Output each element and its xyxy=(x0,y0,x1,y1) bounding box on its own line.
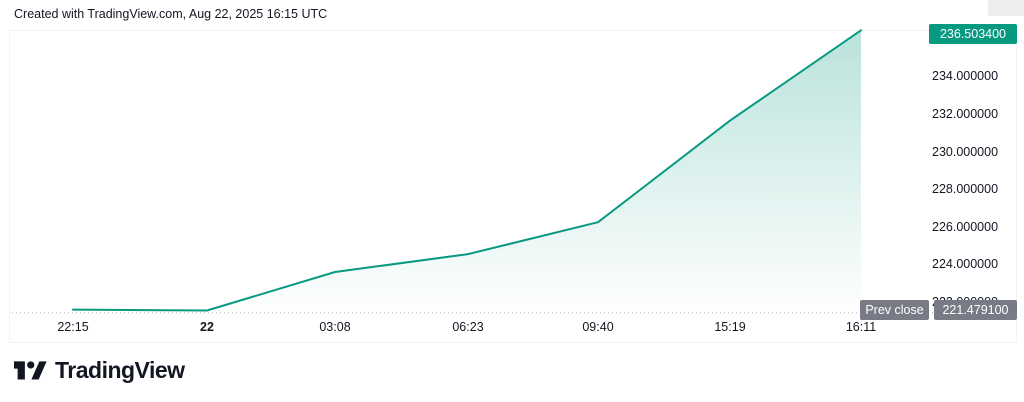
attribution-text: Created with TradingView.com, Aug 22, 20… xyxy=(14,7,328,21)
tradingview-logo-link[interactable]: TradingView xyxy=(14,357,185,384)
prev-close-value-badge: 221.479100 xyxy=(934,299,1017,320)
time-tick-label: 22 xyxy=(200,320,214,334)
price-tick-label: 232.000000 xyxy=(932,107,999,121)
line-series xyxy=(72,29,862,312)
price-tick-label: 224.000000 xyxy=(932,257,999,272)
price-tick-label: 226.000000 xyxy=(932,219,999,234)
price-axis[interactable]: 234.000000 232.000000 230.000000 228.000000… xyxy=(925,30,1020,343)
last-price-badge: 236.503400 xyxy=(929,24,1017,45)
time-tick-label: 03:08 xyxy=(319,320,351,334)
time-tick-label: 15:19 xyxy=(714,320,746,334)
time-tick-label: 06:23 xyxy=(452,320,484,334)
time-axis[interactable]: 22:15 22 03:08 06:23 09:40 15:19 16:11 xyxy=(0,316,922,342)
area-series-fill xyxy=(73,30,861,315)
time-tick-label: 16:11 xyxy=(845,320,877,334)
tradingview-logo-text: TradingView xyxy=(55,357,185,383)
corner-decoration xyxy=(988,0,1024,16)
price-tick-label: 228.000000 xyxy=(932,182,999,197)
time-tick-label: 09:40 xyxy=(582,320,614,334)
prev-close-label-badge: Prev close xyxy=(860,299,929,320)
price-tick-label: 230.000000 xyxy=(932,144,999,159)
time-tick-label: 22:15 xyxy=(57,320,89,334)
price-tick-label: 234.000000 xyxy=(932,69,999,84)
tradingview-logo-icon xyxy=(14,361,47,380)
